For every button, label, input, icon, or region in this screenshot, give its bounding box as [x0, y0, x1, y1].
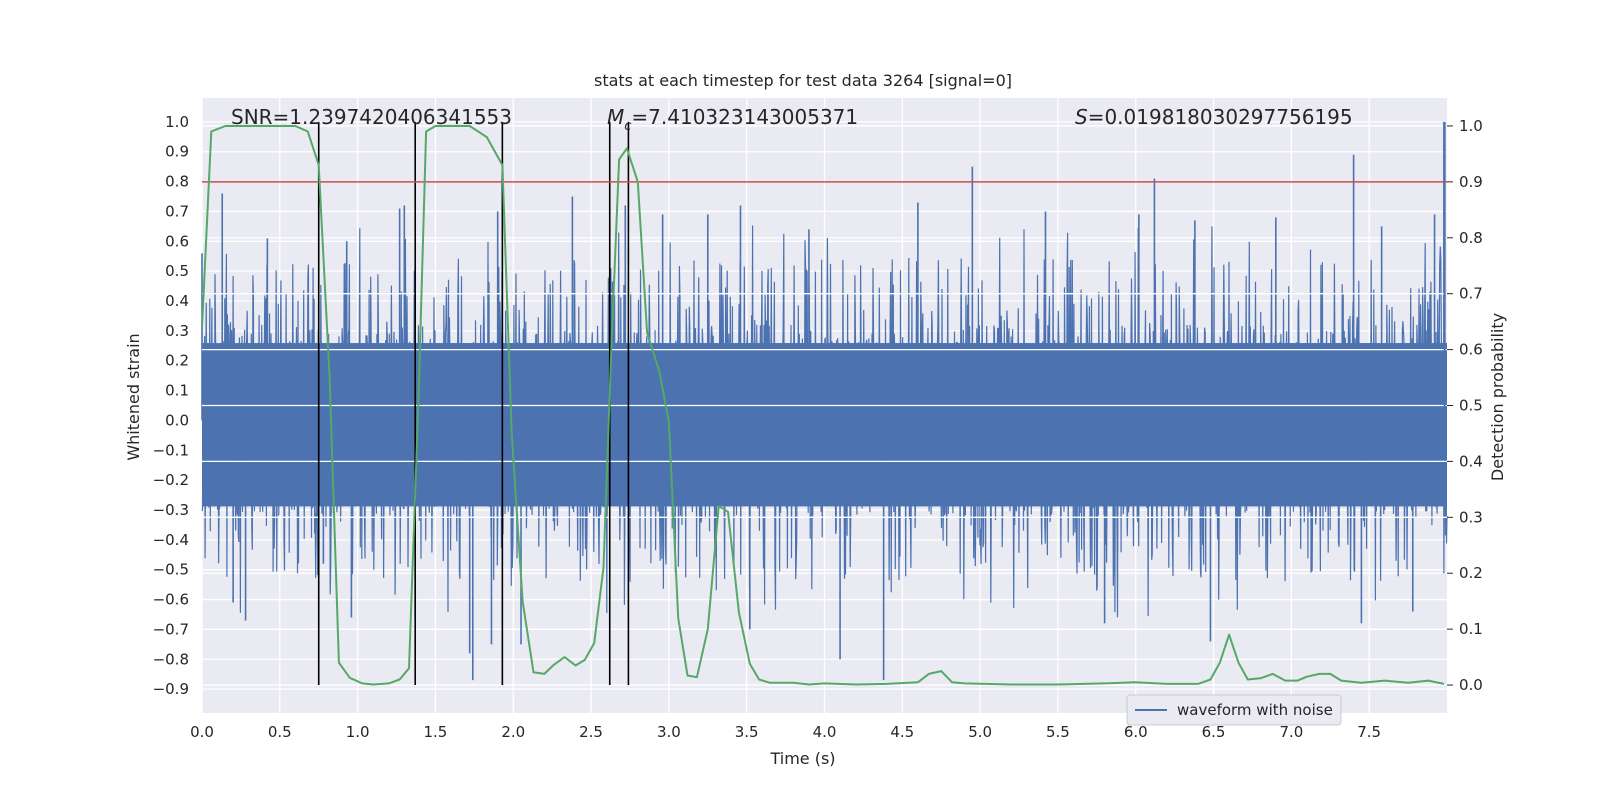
x-tick-label: 3.0 [657, 723, 681, 741]
waveform-dense-band [202, 343, 1447, 507]
right-tick-label: 0.9 [1459, 173, 1483, 191]
x-tick-label: 3.5 [735, 723, 759, 741]
left-tick-label: −0.9 [153, 680, 189, 698]
left-tick-label: 0.2 [165, 352, 189, 370]
right-tick-label: 0.2 [1459, 564, 1483, 582]
left-tick-label: −0.1 [153, 441, 189, 459]
left-tick-label: 0.8 [165, 173, 189, 191]
legend: waveform with noise [1126, 694, 1342, 726]
plot-area [201, 98, 1448, 713]
x-tick-label: 0.5 [268, 723, 292, 741]
chirp-mass-subscript: c [624, 119, 631, 134]
left-axis-ticks: −0.9 −0.8 −0.7 −0.6 −0.5 −0.4 −0.3 −0.2 −0.1 0.0 0… [153, 113, 189, 698]
right-axis-label: Detection probability [1488, 313, 1507, 481]
x-tick-label: 7.0 [1279, 723, 1303, 741]
left-tick-label: −0.7 [153, 620, 189, 638]
right-tick-label: 0.0 [1459, 676, 1483, 694]
chirp-mass-value: =7.410323143005371 [631, 105, 858, 129]
x-tick-label: 4.0 [813, 723, 837, 741]
legend-label: waveform with noise [1177, 701, 1333, 719]
left-tick-label: −0.8 [153, 650, 189, 668]
chart-title: stats at each timestep for test data 326… [594, 71, 1012, 90]
chirp-mass-symbol: M [607, 105, 624, 129]
left-tick-label: 0.5 [165, 262, 189, 280]
x-tick-label: 0.0 [190, 723, 214, 741]
s-value: =0.019818030297756195 [1088, 105, 1353, 129]
right-tick-label: 1.0 [1459, 117, 1483, 135]
left-tick-label: 0.9 [165, 143, 189, 161]
right-tick-label: 0.4 [1459, 452, 1483, 470]
right-axis-ticks: 0.0 0.1 0.2 0.3 0.4 0.5 0.6 0.7 0.8 0.9 1.0 [1447, 117, 1483, 694]
waveform-series [201, 121, 1448, 681]
left-tick-label: 0.1 [165, 382, 189, 400]
s-annotation: S=0.019818030297756195 [1075, 105, 1353, 129]
x-tick-label: 1.5 [424, 723, 448, 741]
x-tick-label: 6.0 [1124, 723, 1148, 741]
left-axis-label: Whitened strain [124, 333, 143, 460]
left-tick-label: 0.3 [165, 322, 189, 340]
left-tick-label: 0.0 [165, 411, 189, 429]
left-tick-label: −0.5 [153, 561, 189, 579]
s-symbol: S [1075, 105, 1088, 129]
left-tick-label: 0.4 [165, 292, 189, 310]
x-tick-label: 7.5 [1357, 723, 1381, 741]
legend-box [1126, 694, 1342, 726]
right-tick-label: 0.1 [1459, 620, 1483, 638]
chirp-mass-annotation: Mc=7.410323143005371 [607, 105, 858, 134]
right-tick-label: 0.8 [1459, 229, 1483, 247]
right-tick-label: 0.6 [1459, 341, 1483, 359]
left-tick-label: −0.4 [153, 531, 189, 549]
x-tick-label: 1.0 [346, 723, 370, 741]
left-tick-label: −0.6 [153, 591, 189, 609]
right-tick-label: 0.5 [1459, 397, 1483, 415]
x-tick-label: 6.5 [1202, 723, 1226, 741]
probability-series [201, 125, 1445, 686]
x-tick-label: 5.0 [968, 723, 992, 741]
right-tick-label: 0.3 [1459, 508, 1483, 526]
snr-annotation: SNR=1.2397420406341553 [231, 105, 512, 129]
left-tick-label: 0.7 [165, 202, 189, 220]
left-tick-label: −0.3 [153, 501, 189, 519]
x-tick-label: 4.5 [890, 723, 914, 741]
x-axis-label: Time (s) [769, 749, 835, 768]
right-tick-label: 0.7 [1459, 285, 1483, 303]
left-tick-label: 0.6 [165, 232, 189, 250]
x-axis-ticks: 0.0 0.5 1.0 1.5 2.0 2.5 3.0 3.5 4.0 4.5 5.0 5.5 6.0 6… [190, 723, 1381, 741]
x-tick-label: 2.5 [579, 723, 603, 741]
left-tick-label: −0.2 [153, 471, 189, 489]
left-tick-label: 1.0 [165, 113, 189, 131]
x-tick-label: 5.5 [1046, 723, 1070, 741]
x-tick-label: 2.0 [501, 723, 525, 741]
probability-line [201, 125, 1445, 686]
